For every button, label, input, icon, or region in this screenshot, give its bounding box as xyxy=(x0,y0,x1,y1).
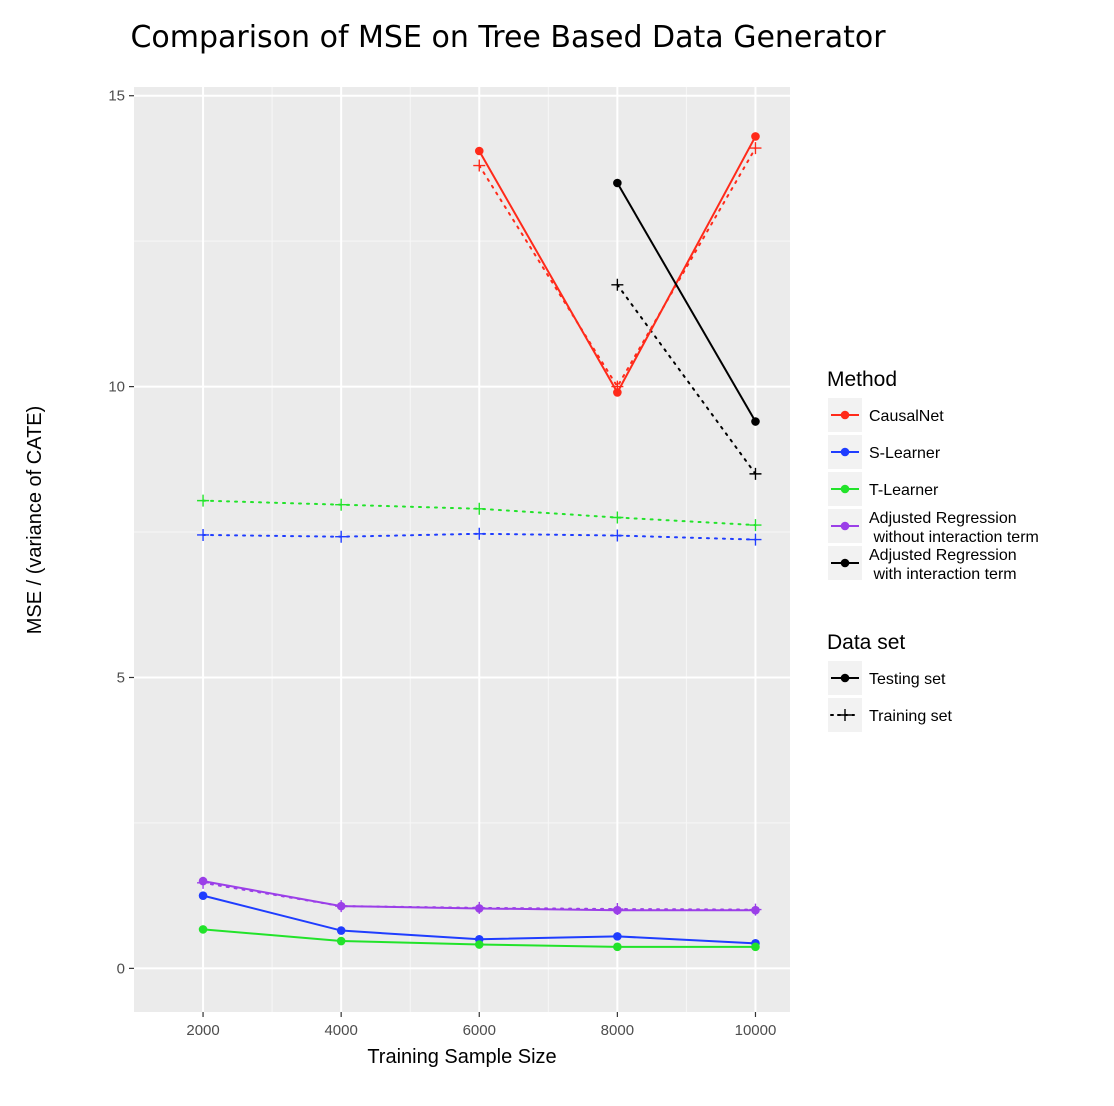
legend-dataset: Data set Testing set Training set xyxy=(827,631,953,732)
data-point-s-learner-training xyxy=(473,527,486,540)
legend-label-slearner: S-Learner xyxy=(869,445,941,462)
series-adjusted-regression-without-interaction-term-testing xyxy=(198,876,760,915)
y-tick-label: 5 xyxy=(117,669,125,686)
legend-label-tlearner: T-Learner xyxy=(869,482,939,499)
data-point-adjusted-regression-without-interaction-term-testing xyxy=(474,904,484,913)
legend-key-dot-tlearner xyxy=(840,484,850,494)
data-point-s-learner-testing xyxy=(613,932,622,941)
series-t-learner-testing xyxy=(198,925,760,952)
data-point-s-learner-testing xyxy=(198,891,208,900)
legend-key-plus-training xyxy=(839,709,851,721)
x-axis: 2000 4000 6000 8000 10000 xyxy=(186,1012,776,1039)
legend-item-causalnet: CausalNet xyxy=(828,398,944,432)
x-tick-label: 8000 xyxy=(601,1022,634,1039)
data-point-adjusted-regression-without-interaction-term-testing xyxy=(751,905,760,915)
legend-label-line: without interaction term xyxy=(869,529,1039,546)
data-point-adjusted-regression-without-interaction-term-testing xyxy=(336,901,346,911)
data-point-t-learner-training xyxy=(335,498,348,511)
legend-label-line: Adjusted Regression xyxy=(869,547,1017,564)
data-point-t-learner-testing xyxy=(198,925,208,934)
minor-gridlines xyxy=(134,87,790,1012)
data-point-t-learner-testing xyxy=(336,936,346,946)
x-tick-label: 4000 xyxy=(324,1022,357,1039)
legend-method-title: Method xyxy=(827,368,897,391)
legend-label-adj_with: Adjusted Regression with interaction ter… xyxy=(869,547,1017,583)
series-adjusted-regression-with-interaction-term-testing xyxy=(613,178,760,426)
series-layer xyxy=(197,132,762,952)
data-point-s-learner-testing xyxy=(336,926,346,935)
data-point-adjusted-regression-without-interaction-term-testing xyxy=(613,905,622,915)
legend-key-dot-causalnet xyxy=(840,410,850,420)
y-axis: 0 5 10 15 xyxy=(108,88,134,977)
x-tick-label: 2000 xyxy=(186,1022,219,1039)
series-line-adjusted-regression-with-interaction-term-training xyxy=(616,283,757,475)
y-axis-title: MSE / (variance of CATE) xyxy=(24,406,46,635)
data-point-causalnet-testing xyxy=(751,132,760,141)
data-point-causalnet-training xyxy=(473,159,486,172)
x-tick-label: 6000 xyxy=(463,1022,496,1039)
chart-title: Comparison of MSE on Tree Based Data Gen… xyxy=(130,20,886,55)
series-s-learner-training xyxy=(197,527,762,546)
data-point-s-learner-training xyxy=(335,530,348,543)
series-adjusted-regression-with-interaction-term-training xyxy=(611,278,762,480)
data-point-t-learner-training xyxy=(473,502,486,515)
legend-key-dot-adj_no xyxy=(840,521,850,531)
series-line-adjusted-regression-with-interaction-term-testing xyxy=(616,182,757,423)
legend-item-slearner: S-Learner xyxy=(828,435,941,469)
legend-key-dot-testing xyxy=(840,673,850,683)
legend-label-line: Adjusted Regression xyxy=(869,510,1017,527)
data-point-t-learner-training xyxy=(197,494,210,507)
legend-item-tlearner: T-Learner xyxy=(828,472,939,506)
x-axis-title: Training Sample Size xyxy=(367,1046,556,1068)
legend-key-dot-adj_with xyxy=(840,558,850,568)
data-point-t-learner-testing xyxy=(474,940,484,949)
data-point-t-learner-testing xyxy=(613,942,622,952)
legend-dataset-title: Data set xyxy=(827,631,905,654)
data-point-adjusted-regression-with-interaction-term-training xyxy=(749,467,762,480)
y-tick-label: 15 xyxy=(108,88,125,105)
data-point-adjusted-regression-with-interaction-term-testing xyxy=(613,178,622,188)
data-point-s-learner-training xyxy=(749,533,762,546)
legend-item-testing: Testing set xyxy=(828,661,946,695)
data-point-s-learner-training xyxy=(197,528,210,541)
data-point-causalnet-training xyxy=(749,142,762,155)
data-point-adjusted-regression-with-interaction-term-training xyxy=(611,278,624,291)
plot-panel xyxy=(134,87,790,1012)
legend-label-adj_no: Adjusted Regression without interaction … xyxy=(869,510,1039,546)
legend-label-training: Training set xyxy=(869,708,953,725)
data-point-s-learner-training xyxy=(611,529,624,542)
x-tick-label: 10000 xyxy=(735,1022,777,1039)
legend-method: Method CausalNet S-Learner T-Learner Adjust… xyxy=(827,368,1039,583)
data-point-causalnet-testing xyxy=(474,146,484,156)
y-tick-label: 10 xyxy=(108,379,125,396)
legend-item-training: Training set xyxy=(828,698,953,732)
data-point-t-learner-training xyxy=(749,519,762,532)
legend-item-adj_with: Adjusted Regression with interaction ter… xyxy=(828,546,1017,583)
data-point-adjusted-regression-without-interaction-term-testing xyxy=(198,876,208,886)
data-point-causalnet-testing xyxy=(613,388,622,397)
legend-label-causalnet: CausalNet xyxy=(869,408,944,425)
data-point-t-learner-training xyxy=(611,511,624,524)
legend-key-dot-slearner xyxy=(840,447,850,457)
legend-label-testing: Testing set xyxy=(869,671,946,688)
major-gridlines xyxy=(134,87,790,1012)
data-point-adjusted-regression-with-interaction-term-testing xyxy=(751,417,760,426)
series-causalnet-testing xyxy=(474,132,760,397)
y-tick-label: 0 xyxy=(117,960,125,977)
data-point-t-learner-testing xyxy=(751,942,760,952)
legend-label-line: with interaction term xyxy=(869,566,1017,583)
legend-item-adj_no: Adjusted Regression without interaction … xyxy=(828,509,1039,546)
series-t-learner-training xyxy=(197,494,762,532)
